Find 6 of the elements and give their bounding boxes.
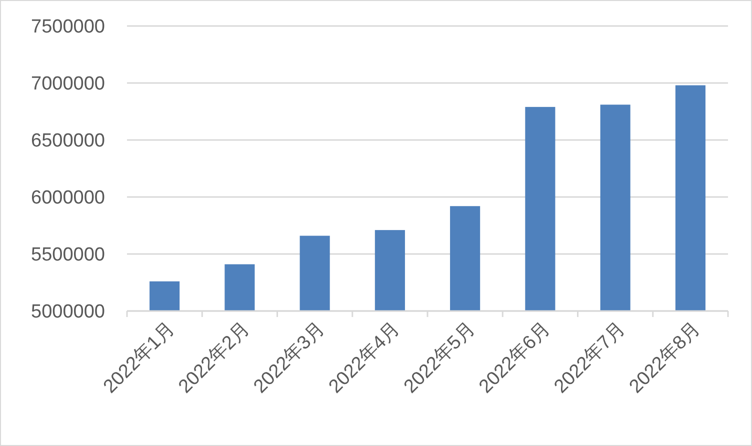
y-tick-label: 6000000 xyxy=(31,188,105,209)
y-tick-label: 6500000 xyxy=(31,130,105,152)
y-tick-label: 7000000 xyxy=(31,74,105,95)
y-tick-label: 5000000 xyxy=(31,302,105,323)
y-tick-label: 5500000 xyxy=(31,244,105,266)
y-tick-label: 7500000 xyxy=(31,16,105,38)
